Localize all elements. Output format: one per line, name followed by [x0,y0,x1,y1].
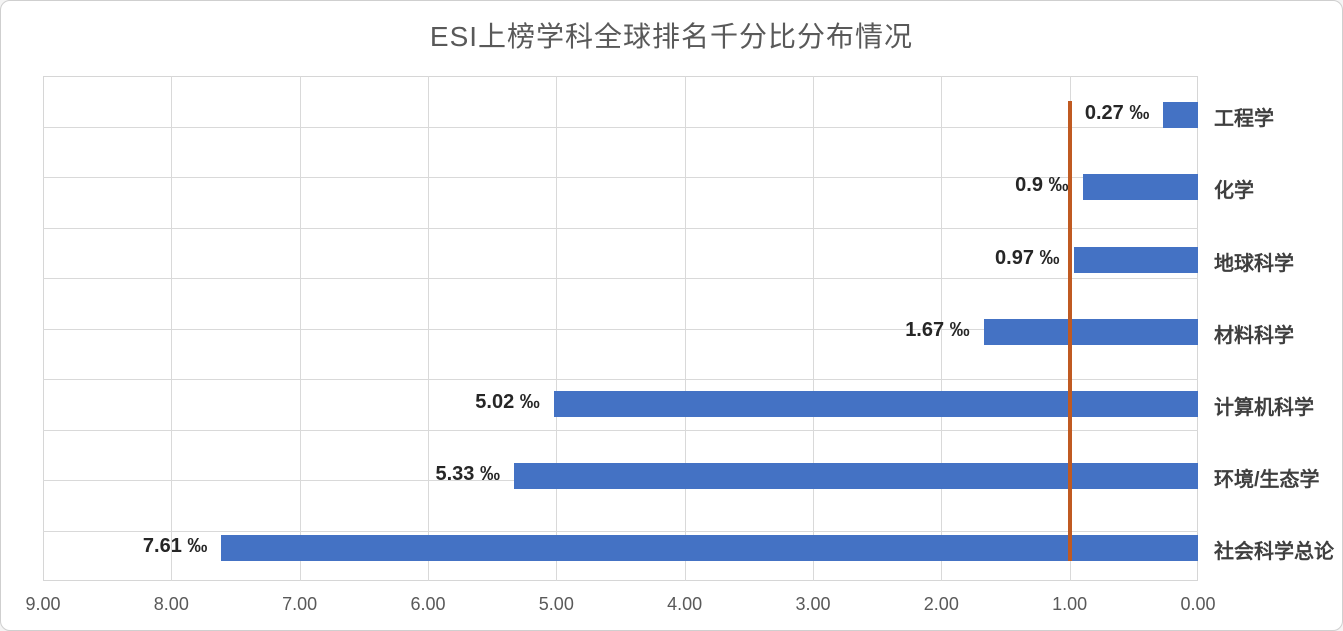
x-tick-label: 5.00 [538,594,574,614]
x-tick-label: 7.00 [282,594,318,614]
bar [983,318,1198,345]
v-gridline [171,76,172,581]
bar [1163,102,1198,129]
reference-line [1067,101,1072,562]
h-gridline [43,278,1198,279]
h-gridline [43,379,1198,380]
v-gridline [941,76,942,581]
data-label: 1.67 ‰ [905,318,970,341]
category-label: 化学 [1214,180,1254,203]
bar [221,535,1198,562]
v-gridline [685,76,686,581]
x-tick-label: 8.00 [153,594,189,614]
v-gridline [300,76,301,581]
x-tick-label: 4.00 [667,594,703,614]
h-gridline [43,429,1198,431]
x-tick-label: 1.00 [1052,594,1088,614]
data-label: 5.02 ‰ [475,390,540,413]
v-gridline [556,76,557,581]
x-tick-label: 3.00 [795,594,831,614]
category-label: 材料科学 [1214,324,1294,347]
category-label: 社会科学总论 [1214,541,1334,564]
data-label: 0.97 ‰ [995,246,1060,269]
v-gridline [428,76,429,581]
v-gridline [813,76,814,581]
category-label: 环境/生态学 [1214,469,1320,492]
x-tick-label: 6.00 [410,594,446,614]
h-gridline [43,177,1198,178]
data-label: 5.33 ‰ [435,463,500,486]
bar [513,463,1198,490]
x-tick-label: 0.00 [1180,594,1216,614]
data-label: 7.61 ‰ [142,535,208,558]
chart-title: ESI上榜学科全球排名千分比分布情况 [429,21,914,52]
category-label: 计算机科学 [1214,396,1314,419]
bar [1082,174,1198,201]
x-tick-label: 2.00 [923,594,959,614]
data-label: 0.9 ‰ [1015,174,1069,197]
bar [553,390,1198,417]
bar [1073,246,1198,273]
h-gridline [43,126,1198,128]
category-label: 地球科学 [1214,252,1294,275]
h-gridline [43,328,1198,330]
category-label: 工程学 [1214,108,1274,131]
h-gridline [43,530,1198,532]
data-label: 0.27 ‰ [1084,102,1150,125]
h-gridline [43,227,1198,229]
x-tick-label: 9.00 [25,594,61,614]
